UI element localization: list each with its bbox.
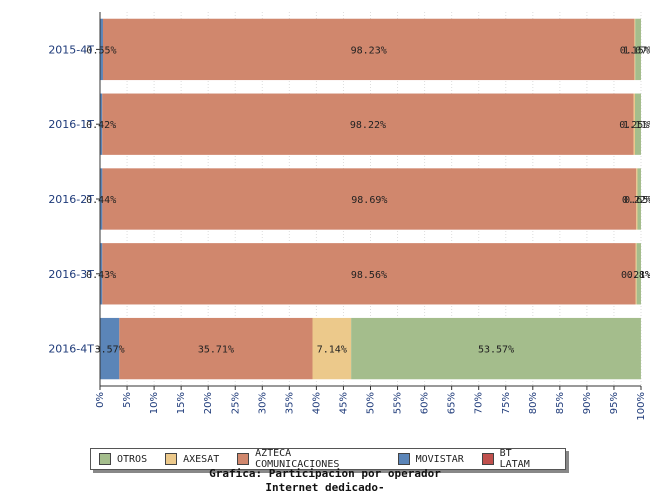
x-tick-label: 35% — [284, 392, 295, 414]
x-tick-label: 65% — [447, 392, 458, 414]
bar-segment — [351, 317, 641, 380]
bar-segment — [312, 317, 352, 380]
legend-label: AZTECA COMUNICACIONES — [255, 448, 340, 470]
chart-caption-line2: Internet dedicado- — [265, 481, 385, 494]
category-label: 2016-3T — [48, 268, 94, 281]
bar-segment — [100, 168, 103, 230]
x-tick-label: 15% — [176, 392, 187, 414]
category-label: 2016-1T — [48, 118, 94, 131]
legend-item: AXESAT — [165, 453, 219, 465]
data-label: 1.07% — [623, 45, 650, 56]
bar-segment — [102, 93, 634, 155]
x-tick-label: 70% — [474, 392, 485, 414]
category-label: 2016-4T — [48, 343, 94, 356]
x-tick-label: 45% — [338, 392, 349, 414]
bar-segment — [100, 93, 103, 155]
data-label: 0.43% — [86, 270, 116, 281]
chart-caption-line1: Grafica: Participacion por operador — [209, 467, 441, 480]
legend-item: MOVISTAR — [397, 453, 464, 465]
legend-label: AXESAT — [183, 453, 220, 465]
bar-segment — [102, 168, 637, 230]
x-tick-label: 90% — [582, 392, 593, 414]
x-tick-label: 50% — [366, 392, 377, 414]
data-label: 7.14% — [317, 345, 347, 356]
legend-label: OTROS — [117, 453, 148, 465]
legend-swatch — [481, 453, 494, 465]
data-label: 0.55% — [86, 45, 116, 56]
x-tick-label: 55% — [393, 392, 404, 414]
stacked-bar-chart: 0.55% 98.23% 0.15%1.07% 2015-4T 0.42% 98.22% 0… — [48, 12, 650, 421]
legend-swatch — [237, 453, 250, 465]
bar-segment — [100, 317, 120, 380]
bar-segment — [119, 317, 313, 380]
chart-legend: OTROS AXESAT AZTECA COMUNICACIONES MOVISTAR… — [90, 448, 566, 470]
data-label: 0.65% — [624, 195, 650, 206]
legend-label: BT LATAM — [499, 448, 530, 470]
data-label: 98.69% — [351, 195, 387, 206]
x-tick-label: 30% — [257, 392, 268, 414]
x-tick-label: 40% — [311, 392, 322, 414]
bar-segment — [634, 93, 641, 155]
x-tick-label: 5% — [122, 392, 133, 408]
legend-item: OTROS — [99, 453, 147, 465]
legend-swatch — [165, 453, 178, 465]
data-label: 1.11% — [623, 120, 650, 131]
bar-segment — [636, 243, 641, 305]
bar-segment — [102, 18, 635, 81]
data-label: 0.21% — [621, 270, 650, 281]
data-label: 0.44% — [86, 195, 116, 206]
x-tick-label: 95% — [609, 392, 620, 414]
data-label: 0.42% — [86, 120, 116, 131]
legend-item: BT LATAM — [481, 448, 547, 470]
bar-segment — [102, 243, 636, 305]
data-label: 98.22% — [350, 120, 386, 131]
data-label: 0.25% — [619, 120, 649, 131]
data-label: 0.15% — [620, 45, 650, 56]
x-tick-label: 20% — [203, 392, 214, 414]
x-tick-label: 85% — [555, 392, 566, 414]
data-label: 98.23% — [351, 45, 387, 56]
bar-segment — [636, 168, 638, 230]
data-label: 0.8% — [627, 270, 650, 281]
data-label: 0.22% — [622, 195, 650, 206]
x-tick-label: 10% — [149, 392, 160, 414]
bar-segment — [633, 93, 635, 155]
x-tick-label: 80% — [528, 392, 539, 414]
bar-segment — [635, 243, 637, 305]
legend-swatch — [397, 453, 410, 465]
x-tick-label: 60% — [420, 392, 431, 414]
data-label: 98.56% — [351, 270, 387, 281]
bar-segment — [637, 168, 641, 230]
x-tick-label: 100% — [636, 392, 647, 421]
data-label: 53.57% — [478, 345, 514, 356]
category-label: 2015-4T — [48, 43, 94, 56]
legend-label: MOVISTAR — [415, 453, 464, 465]
x-tick-label: 25% — [230, 392, 241, 414]
bar-segment — [634, 18, 636, 81]
x-tick-label: 75% — [501, 392, 512, 414]
data-label: 3.57% — [95, 345, 125, 356]
legend-item: AZTECA COMUNICACIONES — [237, 448, 379, 470]
legend-swatch — [99, 453, 111, 465]
bar-segment — [100, 243, 103, 305]
category-label: 2016-2T — [48, 193, 94, 206]
bar-segment — [100, 18, 103, 81]
x-tick-label: 0% — [95, 392, 106, 408]
bar-segment — [635, 18, 641, 81]
data-label: 35.71% — [198, 345, 234, 356]
